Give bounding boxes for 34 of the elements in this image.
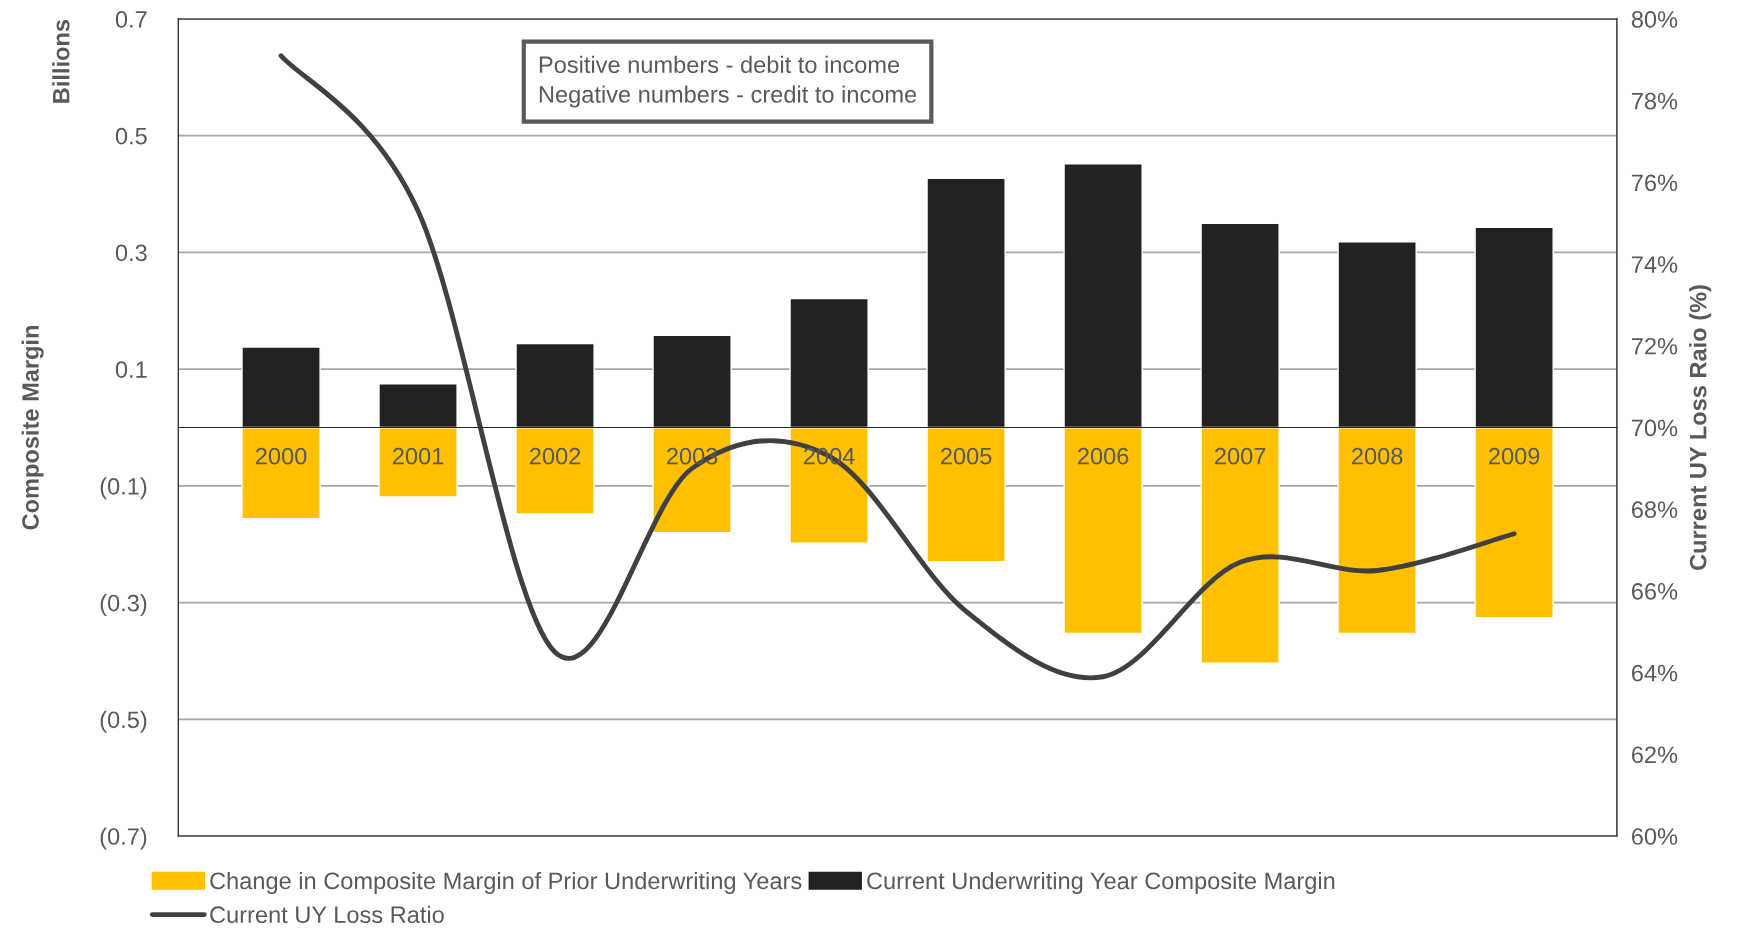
legend-label: Current UY Loss Ratio [210,905,444,924]
y-tick-label: 0.5 [115,127,147,145]
x-tick-label: 2001 [392,447,444,465]
legend-label: Change in Composite Margin of Prior Underwriting Years [210,871,802,894]
y-tick-label: (0.5) [100,710,147,733]
y2-tick-label: 66% [1631,583,1678,600]
x-tick-label: 2007 [1215,447,1266,465]
y2-tick-label: 74% [1632,256,1678,273]
y-tick-label: 0.1 [115,361,147,378]
x-tick-label: 2008 [1352,447,1403,465]
y-tick-label: (0.1) [100,477,147,500]
y-tick-label: (0.3) [100,594,147,617]
y2-tick-label: 64% [1631,664,1678,682]
legend-label: Current Underwriting Year Composite Margin [867,871,1335,894]
x-tick-label: 2006 [1078,447,1129,465]
y-tick-label: 0.3 [115,244,147,262]
y-axis-title: Composite Margin [21,326,44,530]
x-tick-label: 2009 [1489,447,1540,465]
text: Billions [52,19,70,103]
y-tick-label: (0.7) [100,827,147,850]
y2-tick-label: 60% [1631,828,1678,845]
y2-tick-label: 78% [1632,92,1678,110]
y2-tick-label: 80% [1631,11,1678,28]
y2-tick-label: 68% [1631,501,1678,519]
y2-tick-label: 76% [1632,174,1678,192]
y2-tick-label: 62% [1631,746,1678,764]
y2-axis-title: Current UY Loss Raio (%) [1689,285,1712,570]
y2-tick-label: 70% [1632,419,1678,437]
x-tick-label: 2005 [941,447,992,465]
annotation: Positive numbers - debit to income Negative numbers - credit to income [539,55,917,108]
x-tick-label: 2002 [530,447,581,465]
y-tick-label: 0.7 [115,11,147,28]
x-tick-label: 2000 [255,447,307,465]
y2-tick-label: 72% [1632,337,1678,355]
